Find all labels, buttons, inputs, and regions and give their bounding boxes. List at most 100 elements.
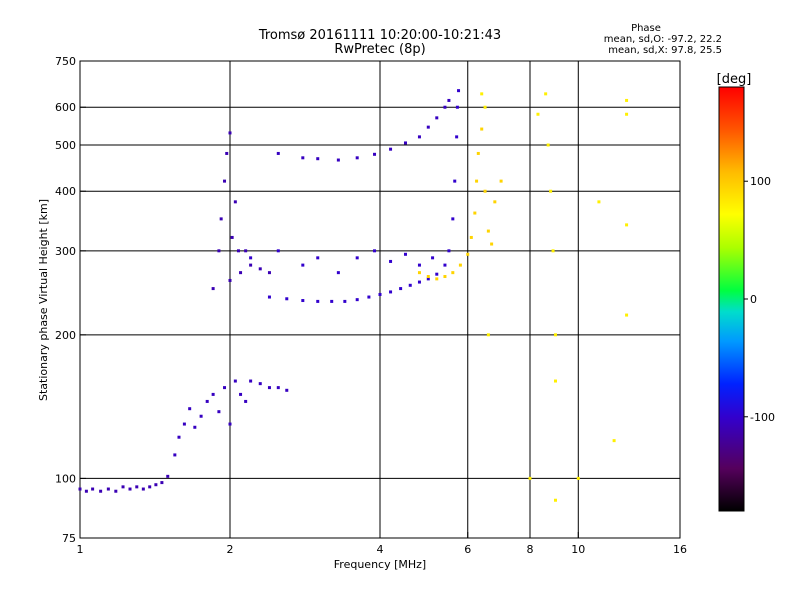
- colorbar-tick-label: -100: [750, 411, 775, 424]
- data-point: [476, 151, 480, 155]
- data-point: [625, 313, 629, 317]
- data-point: [453, 179, 457, 183]
- data-point: [435, 116, 439, 120]
- phase-stats-o: mean, sd,O: -97.2, 22.2: [604, 34, 722, 45]
- data-point: [499, 179, 503, 183]
- data-point: [228, 422, 232, 426]
- data-point: [451, 217, 455, 221]
- data-point: [403, 141, 407, 145]
- y-tick-label: 200: [55, 329, 76, 342]
- data-point: [236, 249, 240, 253]
- data-point: [553, 333, 557, 337]
- data-point: [249, 379, 253, 383]
- data-point: [466, 252, 470, 256]
- data-point: [301, 263, 305, 267]
- y-tick-label: 300: [55, 245, 76, 258]
- data-point: [473, 211, 477, 215]
- data-point: [193, 425, 197, 429]
- phase-stats-x: mean, sd,X: 97.8, 25.5: [608, 45, 722, 56]
- data-point: [228, 131, 232, 135]
- data-point: [431, 256, 435, 260]
- data-point: [417, 271, 421, 275]
- data-point: [408, 283, 412, 287]
- data-point: [389, 147, 393, 151]
- data-point: [451, 271, 455, 275]
- data-point: [249, 256, 253, 260]
- data-point: [612, 439, 616, 443]
- x-tick-label: 6: [464, 543, 471, 556]
- data-point: [458, 263, 462, 267]
- y-tick-label: 600: [55, 101, 76, 114]
- data-point: [223, 179, 227, 183]
- data-point: [276, 151, 280, 155]
- data-point: [553, 379, 557, 383]
- data-point: [480, 92, 484, 96]
- data-point: [625, 223, 629, 227]
- data-point: [301, 299, 305, 303]
- x-tick-label: 10: [571, 543, 585, 556]
- data-point: [447, 98, 451, 102]
- data-point: [553, 498, 557, 502]
- data-point: [177, 435, 181, 439]
- data-point: [536, 112, 540, 116]
- data-point: [154, 483, 158, 487]
- x-tick-label: 16: [673, 543, 687, 556]
- data-point: [443, 263, 447, 267]
- data-point: [389, 290, 393, 294]
- data-point: [249, 263, 253, 267]
- data-point: [219, 217, 223, 221]
- data-point: [188, 407, 192, 411]
- data-point: [233, 379, 237, 383]
- data-point: [285, 297, 289, 301]
- data-point: [417, 135, 421, 139]
- data-point: [544, 92, 548, 96]
- colorbar-tick-label: 100: [750, 175, 771, 188]
- x-tick-label: 4: [377, 543, 384, 556]
- y-tick-label: 100: [55, 472, 76, 485]
- data-point: [244, 399, 248, 403]
- x-tick-label: 8: [527, 543, 534, 556]
- y-axis: 75 100 200 300 400 500 600 750: [55, 55, 86, 545]
- data-point: [78, 487, 82, 491]
- data-point: [373, 249, 377, 253]
- data-point: [447, 249, 451, 253]
- data-point: [355, 298, 359, 302]
- phase-stats-title: Phase: [631, 23, 661, 34]
- data-point: [230, 235, 234, 239]
- data-point: [199, 414, 203, 418]
- data-point: [389, 259, 393, 263]
- x-axis: 1 2 4 6 8 10 16: [77, 532, 687, 556]
- data-point: [373, 152, 377, 156]
- data-point: [135, 485, 139, 489]
- chart-title: Tromsø 20161111 10:20:00-10:21:43: [258, 28, 501, 43]
- colorbar-label: [deg]: [717, 72, 752, 87]
- data-point: [91, 487, 95, 491]
- data-point: [228, 278, 232, 282]
- data-point: [258, 267, 262, 271]
- data-point: [128, 487, 132, 491]
- data-point: [239, 271, 243, 275]
- data-point: [480, 127, 484, 131]
- data-point: [244, 249, 248, 253]
- data-point: [469, 235, 473, 239]
- data-point: [426, 277, 430, 281]
- data-point: [267, 295, 271, 299]
- data-point: [217, 249, 221, 253]
- data-point: [336, 271, 340, 275]
- data-point: [417, 280, 421, 284]
- data-point: [403, 252, 407, 256]
- grid-lines: [80, 61, 680, 538]
- data-point: [367, 295, 371, 299]
- y-tick-label: 75: [62, 532, 76, 545]
- data-point: [483, 105, 487, 109]
- y-axis-label: Stationary phase Virtual Height [km]: [37, 199, 50, 401]
- data-point: [490, 242, 494, 246]
- data-point: [121, 485, 125, 489]
- data-point: [455, 105, 459, 109]
- data-point: [483, 189, 487, 193]
- data-point: [336, 158, 340, 162]
- data-point: [316, 157, 320, 161]
- data-point: [426, 125, 430, 129]
- data-point: [223, 386, 227, 390]
